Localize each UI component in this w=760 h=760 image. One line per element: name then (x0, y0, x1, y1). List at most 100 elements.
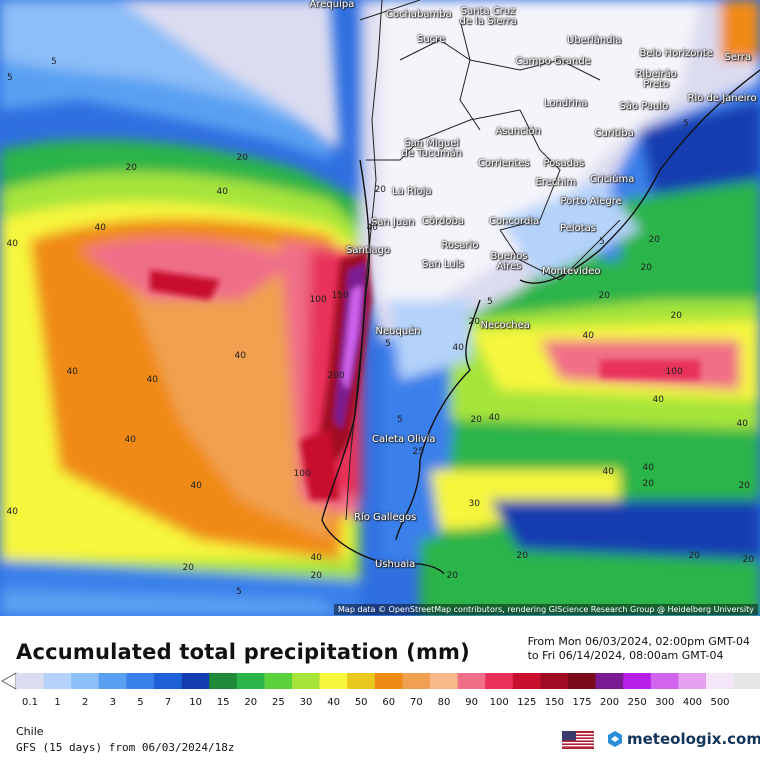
contour-value: 40 (190, 481, 202, 491)
contour-value: 100 (309, 295, 327, 305)
city-label: Ushuaia (375, 559, 416, 570)
contour-value: 20 (742, 555, 754, 565)
legend-swatch (706, 673, 734, 689)
contour-value: 100 (293, 469, 311, 479)
legend-tick-label: 3 (109, 697, 116, 708)
contour-value: 40 (642, 463, 654, 473)
legend-swatch (540, 673, 569, 689)
city-label: Rio de Janeiro (687, 93, 757, 104)
contour-value: 40 (652, 395, 664, 405)
model-run-label: GFS (15 days) from 06/03/2024/18z (16, 741, 235, 754)
legend-swatch (209, 673, 238, 689)
legend-tick-label: 90 (465, 697, 478, 708)
contour-value: 5 (487, 297, 493, 307)
legend-swatch (595, 673, 624, 689)
legend-tick-label: 50 (354, 697, 368, 708)
legend-swatch (292, 673, 320, 689)
contour-value: 40 (94, 223, 106, 233)
us-flag-icon[interactable] (562, 731, 594, 749)
precipitation-map[interactable]: Arequipa Cochabamba Santa Cruz de la Sierra… (0, 0, 760, 616)
contour-value: 20 (516, 551, 528, 561)
legend-swatch (650, 673, 679, 689)
city-label: Asunción (495, 126, 541, 137)
legend-tick-label: 250 (627, 697, 647, 708)
contour-value: 20 (310, 571, 322, 581)
legend-tick-label: 0.1 (22, 697, 38, 708)
contour-value: 20 (446, 571, 458, 581)
legend-tick-label: 80 (437, 697, 451, 708)
city-label: Pelotas (560, 223, 596, 234)
legend-tick-label: 40 (327, 697, 340, 708)
color-legend-bar (1, 672, 760, 690)
city-label: Erechim (535, 177, 577, 188)
city-label: Belo Horizonte (639, 48, 713, 59)
region-label: Chile (16, 725, 44, 738)
contour-value: 20 (236, 153, 248, 163)
contour-value: 40 (736, 419, 748, 429)
legend-swatch (568, 673, 596, 689)
city-label: Caleta Olivia (372, 434, 436, 445)
city-label: Arequipa (309, 0, 355, 10)
legend-swatch (16, 673, 44, 689)
legend-arrow-min (1, 672, 17, 690)
city-label: Posadas (543, 158, 585, 169)
legend-tick-label: 400 (682, 697, 702, 708)
legend-tick-label: 1 (54, 697, 61, 708)
contour-value: 5 (599, 237, 605, 247)
contour-value: 20 (640, 263, 652, 273)
period-to: to Fri 06/14/2024, 08:00am GMT-04 (527, 649, 724, 662)
legend-tick-label: 125 (517, 697, 537, 708)
contour-value: 5 (7, 73, 13, 83)
legend-swatch (733, 673, 760, 689)
city-label: Uberlândia (567, 35, 622, 46)
legend-tick-label: 200 (600, 697, 620, 708)
city-label: Criciúma (590, 174, 635, 185)
city-label: Campo Grande (515, 56, 591, 67)
contour-value: 40 (488, 413, 500, 423)
legend-tick-label: 2 (82, 697, 89, 708)
brand-text: meteologix.com (627, 730, 760, 748)
city-label: Sucre (417, 34, 446, 45)
contour-value: 20 (182, 563, 194, 573)
contour-value: 20 (642, 479, 654, 489)
city-label: Londrina (544, 98, 588, 109)
legend-swatch (98, 673, 127, 689)
contour-value: 40 (452, 343, 464, 353)
legend-swatch (126, 673, 155, 689)
contour-value: 40 (216, 187, 228, 197)
contour-value: 5 (236, 587, 242, 597)
city-label: Río Gallegos (354, 512, 417, 523)
contour-value: 20 (125, 163, 137, 173)
contour-value: 40 (6, 507, 18, 517)
city-label: San Miguel de Tucumán (401, 138, 463, 159)
city-label: San Juan (371, 217, 415, 228)
legend-tick-label: 500 (710, 697, 730, 708)
city-label: Neuquén (375, 326, 421, 337)
precipitation-field (0, 0, 760, 616)
contour-value: 40 (602, 467, 614, 477)
legend-swatch (154, 673, 182, 689)
map-attribution: Map data © OpenStreetMap contributors, r… (334, 604, 758, 615)
contour-value: 200 (327, 371, 345, 381)
contour-value: 20 (648, 235, 660, 245)
legend-tick-label: 100 (489, 697, 509, 708)
contour-value: 5 (51, 57, 57, 67)
city-label: Porto Alegre (560, 196, 622, 207)
contour-value: 5 (683, 119, 689, 129)
contour-value: 20 (470, 415, 482, 425)
legend-tick-label: 150 (544, 697, 564, 708)
contour-value: 40 (234, 351, 246, 361)
contour-value: 20 (688, 551, 700, 561)
legend-tick-label: 20 (244, 697, 258, 708)
legend-swatch (512, 673, 541, 689)
contour-value: 40 (6, 239, 18, 249)
city-label: Serra (724, 52, 752, 63)
city-label: Curitiba (594, 128, 634, 139)
contour-value: 40 (66, 367, 78, 377)
city-label: Necochea (480, 320, 530, 331)
brand-logo[interactable]: meteologix.com (606, 730, 760, 748)
contour-value: 150 (331, 291, 349, 301)
city-label: São Paulo (619, 101, 669, 112)
city-label: Buenos Aires (490, 251, 528, 272)
city-label: La Rioja (392, 186, 432, 197)
